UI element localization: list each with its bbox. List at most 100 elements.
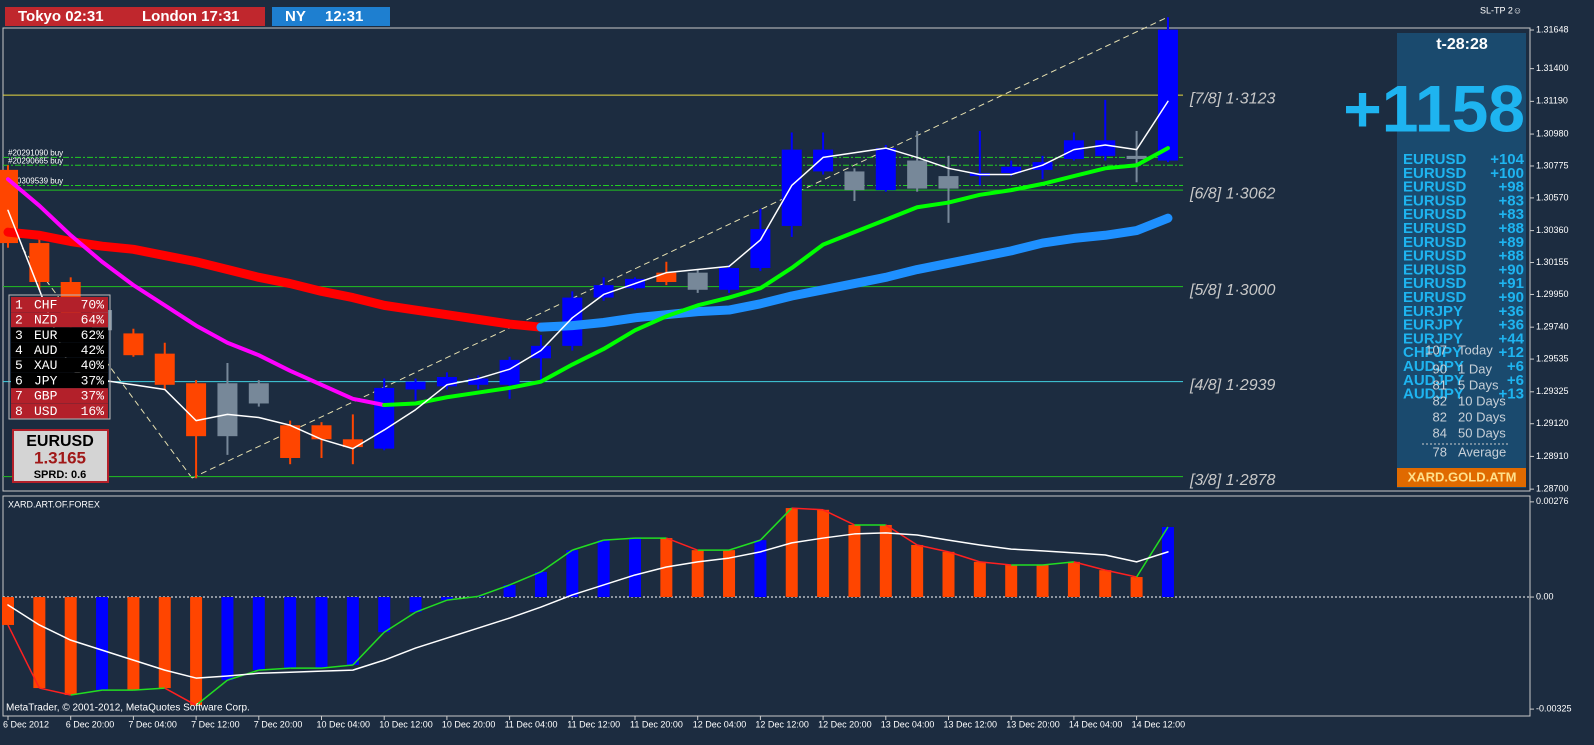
histogram-bar xyxy=(597,540,610,598)
y-tick-label: 1.29120 xyxy=(1536,418,1569,428)
table-cell: 37% xyxy=(81,389,105,404)
pair-name: EURUSD xyxy=(1403,192,1467,209)
signal-segment xyxy=(948,551,981,563)
y-tick-label: 0.00276 xyxy=(1536,496,1569,506)
range-value: 107 xyxy=(1425,342,1447,357)
pair-name: EURUSD xyxy=(1403,165,1467,182)
indicator-title: XARD.ART.OF.FOREX xyxy=(8,499,100,509)
signal-segment xyxy=(603,537,636,541)
pair-pips: +90 xyxy=(1499,261,1524,278)
stats-panel xyxy=(1397,33,1526,488)
clock-ny-time: 12:31 xyxy=(325,8,363,25)
range-value: 84 xyxy=(1433,425,1447,440)
ma-line xyxy=(7,100,1169,450)
pair-pips: +88 xyxy=(1499,220,1524,237)
candle-body xyxy=(248,383,269,404)
pair-name: AUDJPY xyxy=(1403,372,1464,389)
signal-segment xyxy=(446,595,479,601)
x-tick-label: 10 Dec 12:00 xyxy=(379,719,433,729)
signal-segment xyxy=(916,544,949,553)
y-tick-label: 1.30980 xyxy=(1536,128,1569,138)
y-tick-label: 1.30775 xyxy=(1536,160,1569,170)
pair-pips: +83 xyxy=(1499,192,1524,209)
indicator-chart: XARD.ART.OF.FOREX 0.00276 0.00 -0.00325 xyxy=(2,496,1572,713)
x-tick-label: 13 Dec 12:00 xyxy=(944,719,998,729)
histogram-bar xyxy=(879,524,892,598)
histogram-bar xyxy=(158,597,171,689)
clock-tokyo: Tokyo 02:31 xyxy=(18,8,104,25)
histogram-bar xyxy=(2,597,14,625)
y-tick-label: 1.30155 xyxy=(1536,257,1569,267)
signal-segment xyxy=(195,679,228,706)
x-tick-label: 13 Dec 20:00 xyxy=(1006,719,1060,729)
x-tick-label: 7 Dec 20:00 xyxy=(254,719,303,729)
y-tick-label: 1.28910 xyxy=(1536,451,1569,461)
table-cell: 8 xyxy=(15,404,23,419)
histogram-bar xyxy=(284,597,297,669)
quote-price: 1.3165 xyxy=(34,448,86,467)
candle-body xyxy=(1157,29,1178,161)
histogram-bar xyxy=(534,571,547,598)
x-tick-label: 11 Dec 04:00 xyxy=(505,719,558,729)
clock-box xyxy=(272,7,390,26)
range-value: 82 xyxy=(1433,393,1447,408)
histogram-bar xyxy=(64,597,77,695)
pair-pips: +13 xyxy=(1499,386,1524,403)
strength-table: 1 CHF 70% 2 NZD 64% 3 EUR 62% 4 AUD 42% 5 XAU 40% 6 JPY 3… xyxy=(8,294,111,420)
pair-name: EURUSD xyxy=(1403,261,1467,278)
y-tick-label: 1.30360 xyxy=(1536,225,1569,235)
signal-segment xyxy=(477,584,510,598)
y-tick-label: 1.28700 xyxy=(1536,484,1569,494)
y-tick-label: 1.29950 xyxy=(1536,289,1569,299)
y-tick-label: -0.00325 xyxy=(1536,703,1572,713)
table-cell: 42% xyxy=(81,343,105,358)
histogram-bar xyxy=(691,550,704,598)
pair-pips: +6 xyxy=(1507,358,1524,375)
signal-segment xyxy=(352,631,385,666)
y-tick-label: 0.00 xyxy=(1536,591,1554,601)
ma-line xyxy=(536,213,1173,332)
copyright: MetaTrader, © 2001-2012, MetaQuotes Soft… xyxy=(6,703,250,714)
candle-body xyxy=(813,149,834,172)
histogram-bar xyxy=(346,597,359,665)
quote-symbol: EURUSD xyxy=(26,433,94,450)
signal-segment xyxy=(791,507,824,511)
ma-line xyxy=(7,532,1169,679)
signal-segment xyxy=(979,561,1012,566)
signal-segment xyxy=(509,571,542,586)
histogram-bar xyxy=(723,550,736,598)
range-label: 50 Days xyxy=(1458,425,1506,440)
pair-pips: +6 xyxy=(1507,372,1524,389)
table-cell: CHF xyxy=(34,297,57,312)
histogram-bar xyxy=(911,544,924,598)
pair-name: EURUSD xyxy=(1403,151,1467,168)
signal-segment xyxy=(7,624,41,689)
x-tick-label: 7 Dec 04:00 xyxy=(128,719,177,729)
range-value: 81 xyxy=(1433,377,1447,392)
candle-body xyxy=(311,425,332,440)
candle-body xyxy=(530,345,551,359)
y-tick-label: 1.29535 xyxy=(1536,353,1569,363)
ma-line xyxy=(6,177,387,408)
pair-pips: +90 xyxy=(1499,289,1524,306)
clock-box xyxy=(5,7,135,26)
histogram-bar xyxy=(973,561,986,598)
pair-name: EURUSD xyxy=(1403,248,1467,265)
table-cell: 1 xyxy=(15,297,23,312)
quote-box xyxy=(12,429,109,483)
histogram-bar xyxy=(848,524,861,598)
candle-body xyxy=(374,387,395,449)
table-cell: 2 xyxy=(15,313,23,328)
x-tick-label: 6 Dec 2012 xyxy=(3,719,49,729)
table-row xyxy=(11,357,108,373)
total-pips: +1158 xyxy=(1343,71,1525,145)
signal-segment xyxy=(759,507,793,541)
range-value: 78 xyxy=(1433,444,1447,459)
histogram-bar xyxy=(96,597,109,691)
histogram-bar xyxy=(1161,527,1174,598)
pair-name: EURUSD xyxy=(1403,275,1467,292)
range-value: 90 xyxy=(1433,361,1447,376)
order-label: #20290665 buy xyxy=(8,156,63,165)
level-label: [6/8] 1·3062 xyxy=(1189,185,1276,202)
